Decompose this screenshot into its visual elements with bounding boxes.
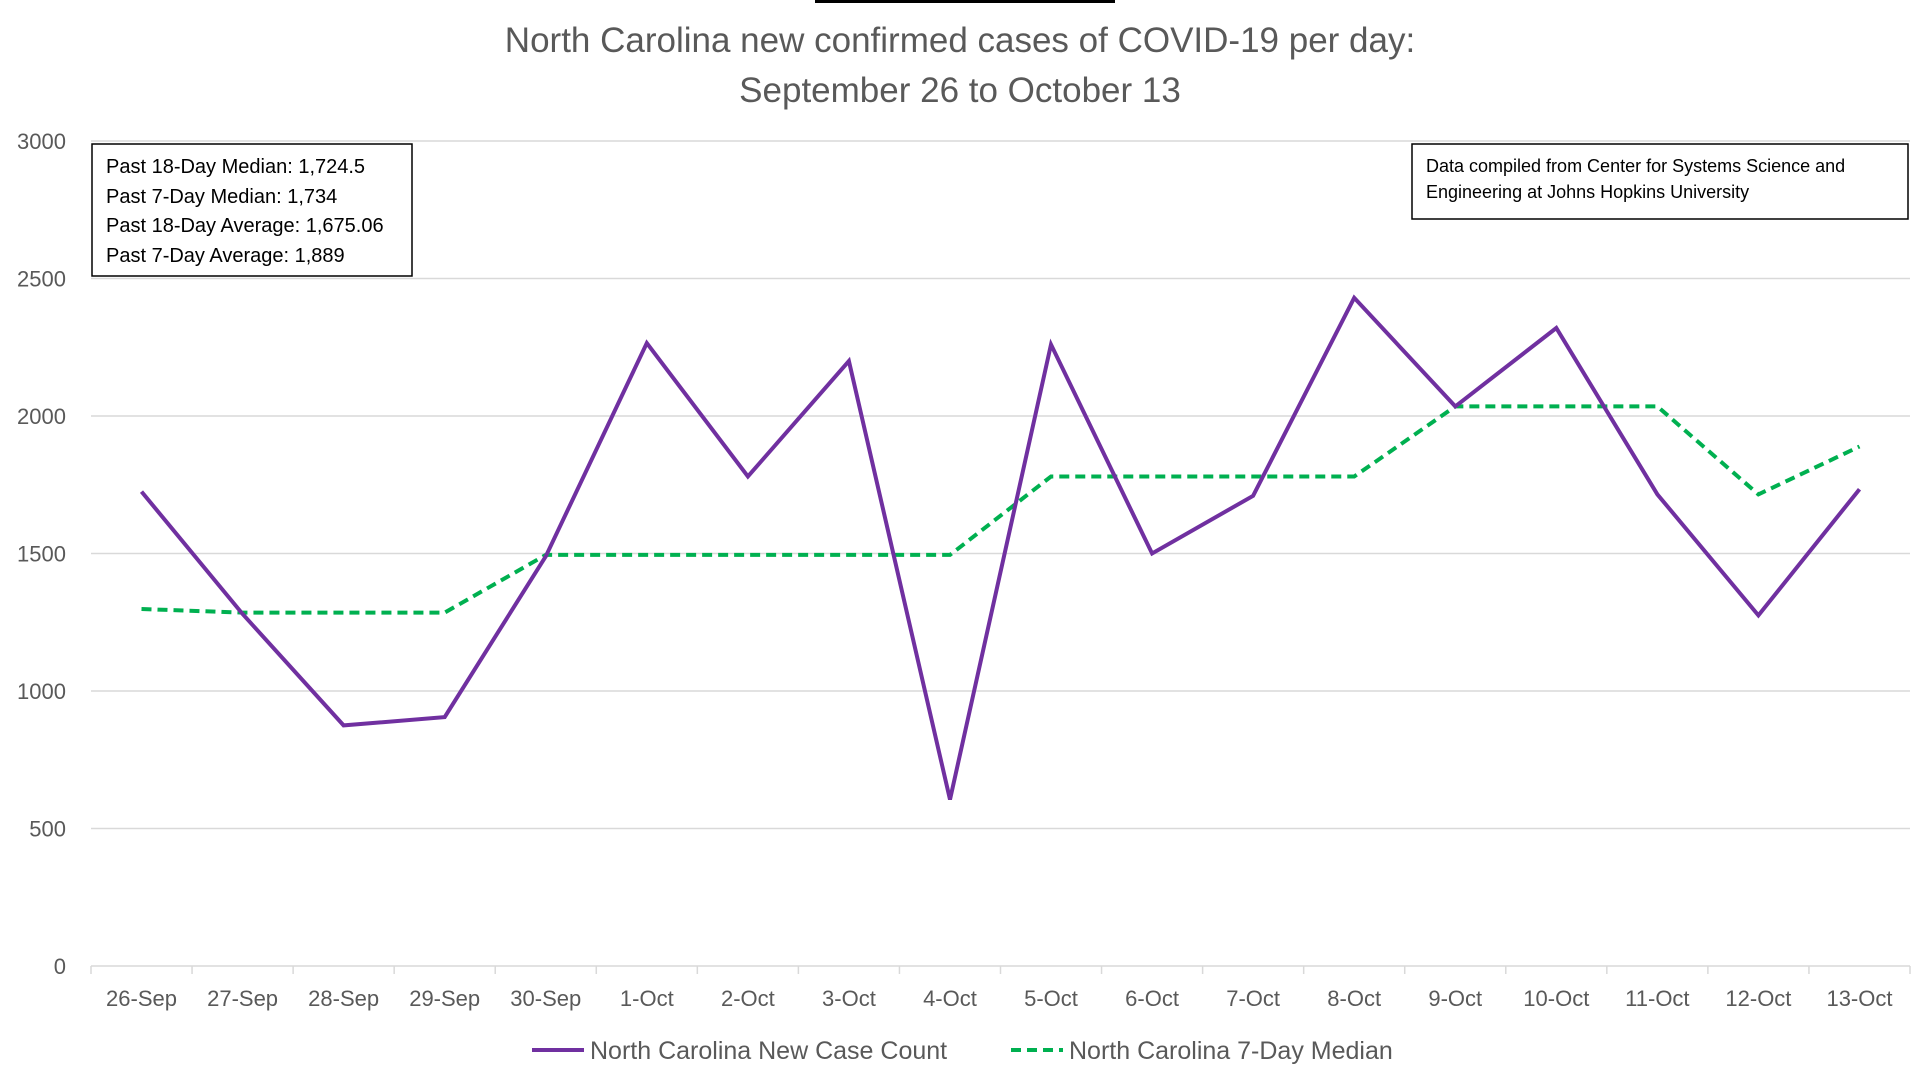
y-tick-label-2500: 2500 bbox=[17, 267, 66, 292]
x-tick-label-3-Oct: 3-Oct bbox=[822, 986, 876, 1011]
source-annotation-box: Data compiled from Center for Systems Sc… bbox=[1411, 143, 1909, 220]
y-tick-label-2000: 2000 bbox=[17, 404, 66, 429]
x-tick-label-12-Oct: 12-Oct bbox=[1725, 986, 1791, 1011]
x-tick-label-27-Sep: 27-Sep bbox=[207, 986, 278, 1011]
x-tick-label-30-Sep: 30-Sep bbox=[510, 986, 581, 1011]
series-line-new-case-count bbox=[139, 294, 1862, 801]
stat-18-day-average: Past 18-Day Average: 1,675.06 bbox=[106, 215, 384, 237]
x-tick-label-7-Oct: 7-Oct bbox=[1226, 986, 1280, 1011]
x-tick-label-28-Sep: 28-Sep bbox=[308, 986, 379, 1011]
chart-title: North Carolina new confirmed cases of CO… bbox=[505, 21, 1415, 60]
y-tick-label-1000: 1000 bbox=[17, 679, 66, 704]
x-tick-label-8-Oct: 8-Oct bbox=[1327, 986, 1381, 1011]
gridlines bbox=[90, 140, 1911, 974]
x-tick-label-1-Oct: 1-Oct bbox=[620, 986, 674, 1011]
y-tick-label-500: 500 bbox=[29, 817, 66, 842]
x-axis-tick-labels: 26-Sep 27-Sep 28-Sep 29-Sep 30-Sep 1-Oct 2-Oct… bbox=[106, 986, 1892, 1011]
series-line-7-day-median bbox=[141, 404, 1861, 615]
y-tick-label-1500: 1500 bbox=[17, 542, 66, 567]
x-tick-label-29-Sep: 29-Sep bbox=[409, 986, 480, 1011]
series-layer bbox=[139, 294, 1862, 801]
x-tick-label-13-Oct: 13-Oct bbox=[1826, 986, 1892, 1011]
y-tick-label-0: 0 bbox=[54, 954, 66, 979]
y-tick-label-3000: 3000 bbox=[17, 129, 66, 154]
chart-subtitle: September 26 to October 13 bbox=[739, 71, 1181, 110]
x-tick-label-9-Oct: 9-Oct bbox=[1428, 986, 1482, 1011]
stats-annotation-box: Past 18-Day Median: 1,724.5 Past 7-Day M… bbox=[91, 143, 413, 277]
source-line-1: Data compiled from Center for Systems Sc… bbox=[1426, 156, 1845, 176]
x-tick-label-10-Oct: 10-Oct bbox=[1523, 986, 1589, 1011]
legend-label-new-case-count: North Carolina New Case Count bbox=[590, 1037, 947, 1065]
legend: North Carolina New Case Count North Caro… bbox=[532, 1037, 1393, 1065]
x-tick-label-11-Oct: 11-Oct bbox=[1625, 986, 1689, 1011]
source-box-border bbox=[1411, 143, 1909, 220]
x-tick-label-4-Oct: 4-Oct bbox=[923, 986, 977, 1011]
x-tick-label-2-Oct: 2-Oct bbox=[721, 986, 775, 1011]
x-tick-label-6-Oct: 6-Oct bbox=[1125, 986, 1179, 1011]
stat-7-day-average: Past 7-Day Average: 1,889 bbox=[106, 245, 345, 267]
x-tick-label-5-Oct: 5-Oct bbox=[1024, 986, 1078, 1011]
stats-box-border bbox=[91, 143, 413, 277]
stat-7-day-median: Past 7-Day Median: 1,734 bbox=[106, 186, 337, 208]
stat-18-day-median: Past 18-Day Median: 1,724.5 bbox=[106, 156, 365, 178]
legend-label-7-day-median: North Carolina 7-Day Median bbox=[1069, 1037, 1393, 1065]
y-axis-tick-labels: 0 500 1000 1500 2000 2500 3000 bbox=[17, 129, 66, 979]
x-tick-label-26-Sep: 26-Sep bbox=[106, 986, 177, 1011]
source-line-2: Engineering at Johns Hopkins University bbox=[1426, 182, 1749, 202]
